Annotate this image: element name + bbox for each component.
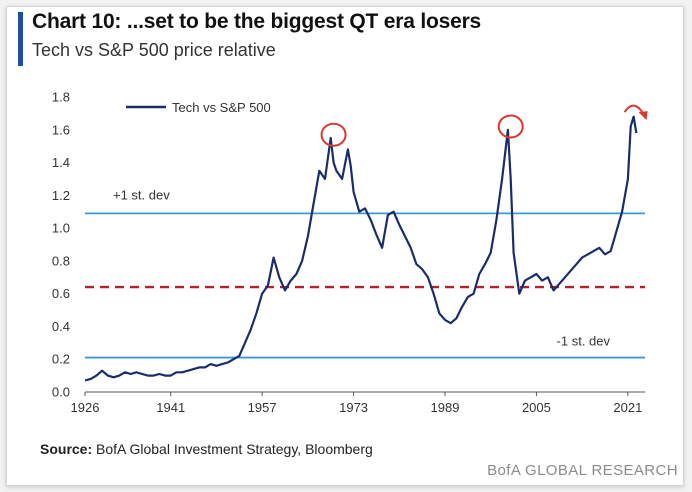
peak-highlights	[320, 104, 648, 147]
legend-label: Tech vs S&P 500	[172, 100, 271, 115]
x-tick-label: 1926	[71, 400, 100, 415]
legend: Tech vs S&P 500	[126, 100, 271, 115]
x-tick-label: 2021	[613, 400, 642, 415]
trend-arrowhead	[638, 111, 648, 121]
chart-subtitle: Tech vs S&P 500 price relative	[32, 40, 276, 60]
y-tick-label: 1.4	[52, 155, 70, 170]
stdev-label: +1 st. dev	[113, 187, 170, 202]
chart-card	[6, 6, 684, 486]
x-tick-label: 2005	[522, 400, 551, 415]
chart-title: Chart 10: ...set to be the biggest QT er…	[32, 10, 482, 33]
y-tick-label: 1.2	[52, 188, 70, 203]
y-tick-label: 0.8	[52, 253, 70, 268]
y-tick-label: 1.6	[52, 122, 70, 137]
source-text: BofA Global Investment Strategy, Bloombe…	[96, 441, 373, 457]
x-tick-label: 1941	[156, 400, 185, 415]
y-tick-label: 1.0	[52, 221, 70, 236]
brand-logo-text: BofA GLOBAL RESEARCH	[487, 462, 678, 479]
source-label: Source:	[40, 441, 93, 457]
source-note: Source: BofA Global Investment Strategy,…	[40, 441, 373, 457]
peak-highlight-circle	[497, 114, 524, 139]
x-tick-label: 1957	[248, 400, 277, 415]
y-tick-label: 0.4	[52, 319, 70, 334]
peak-highlight-circle	[320, 122, 347, 147]
x-tick-label: 1989	[431, 400, 460, 415]
title-accent-bar	[18, 12, 23, 66]
y-tick-label: 0.2	[52, 352, 70, 367]
y-tick-label: 0.0	[52, 385, 70, 400]
y-tick-label: 1.8	[52, 90, 70, 105]
series-line-tech-vs-sp500	[84, 115, 638, 382]
x-axis-ticks: 1926 1941 1957 1973 1989 2005 2021	[71, 392, 642, 415]
x-tick-label: 1973	[339, 400, 368, 415]
stdev-label: -1 st. dev	[557, 334, 611, 349]
y-axis-ticks: 0.0 0.2 0.4 0.6 0.8 1.0 1.2 1.4 1.6 1.8	[52, 90, 70, 400]
y-tick-label: 0.6	[52, 286, 70, 301]
reference-labels: +1 st. dev -1 st. dev	[113, 187, 610, 348]
